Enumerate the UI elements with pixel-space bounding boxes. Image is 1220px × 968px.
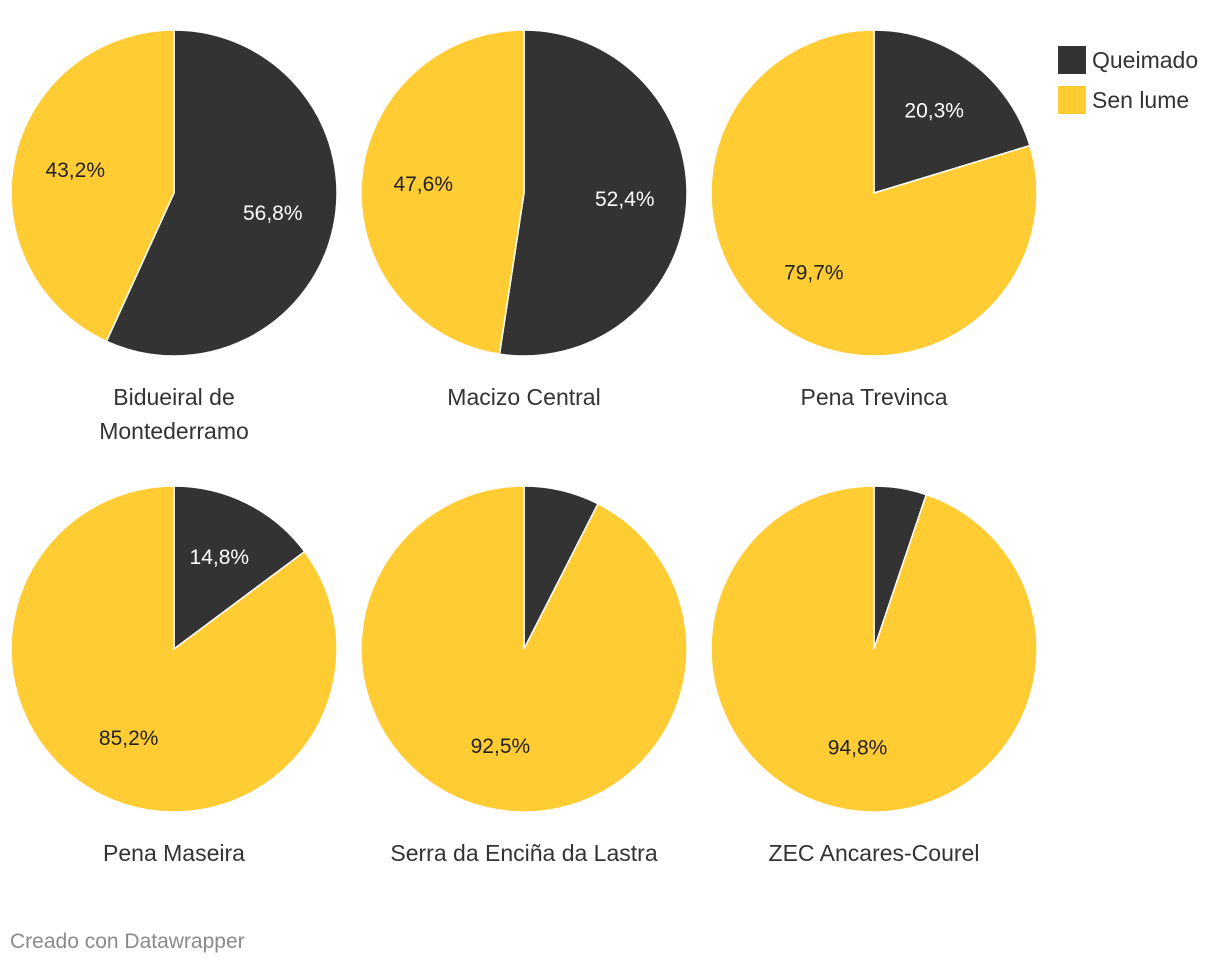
legend: Queimado Sen lume [1058,40,1198,120]
pie-title: ZEC Ancares-Courel [769,840,980,866]
pie-title: Serra da Enciña da Lastra [390,840,657,866]
pie-data-label: 52,4% [595,188,655,211]
pie-chart-4: 92,5% Serra da Enciña da Lastra [360,485,688,866]
legend-label-queimado: Queimado [1092,46,1199,73]
pie-data-label: 94,8% [828,736,888,759]
pie-data-label: 92,5% [471,735,531,758]
legend-label-sen-lume: Sen lume [1092,86,1190,113]
pie-data-label: 85,2% [99,727,159,750]
pie-data-label: 47,6% [393,173,453,196]
pie-chart-0: 56,8% 43,2% Bidueiral de Montederramo [10,29,338,444]
pie-chart-2: 20,3% 79,7% Pena Trevinca [710,29,1038,410]
legend-item-sen-lume: Sen lume [1058,80,1198,120]
pie-slice-sen-lume [360,485,688,813]
pie-slice-queimado [873,29,1031,195]
pie-slice-sen-lume [10,29,175,343]
pie-slice-sen-lume [10,485,338,813]
legend-item-queimado: Queimado [1058,40,1198,80]
footer-credit: Creado con Datawrapper [10,930,245,953]
pie-data-label: 14,8% [190,546,250,569]
pie-slice-queimado [498,29,688,357]
pie-title: Pena Maseira [103,840,245,866]
pie-data-label: 79,7% [784,262,844,285]
pie-slice-queimado [173,485,306,651]
pie-slice-sen-lume [360,29,525,356]
pie-title: Bidueiral de Montederramo [99,384,249,444]
pie-slice-sen-lume [710,485,1038,813]
pie-slice-queimado [105,29,338,357]
pie-chart-3: 14,8% 85,2% Pena Maseira [10,485,338,866]
pie-title: Pena Trevinca [800,384,947,410]
pie-chart-1: 52,4% 47,6% Macizo Central [360,29,688,410]
pie-data-label: 56,8% [243,202,303,225]
pie-chart-5: 94,8% ZEC Ancares-Courel [710,485,1038,866]
pie-title: Macizo Central [447,384,600,410]
legend-swatch-queimado [1058,46,1086,74]
pie-slice-sen-lume [710,29,1038,357]
pie-data-label: 20,3% [904,99,964,122]
legend-swatch-sen-lume [1058,86,1086,114]
pie-data-label: 43,2% [45,159,105,182]
